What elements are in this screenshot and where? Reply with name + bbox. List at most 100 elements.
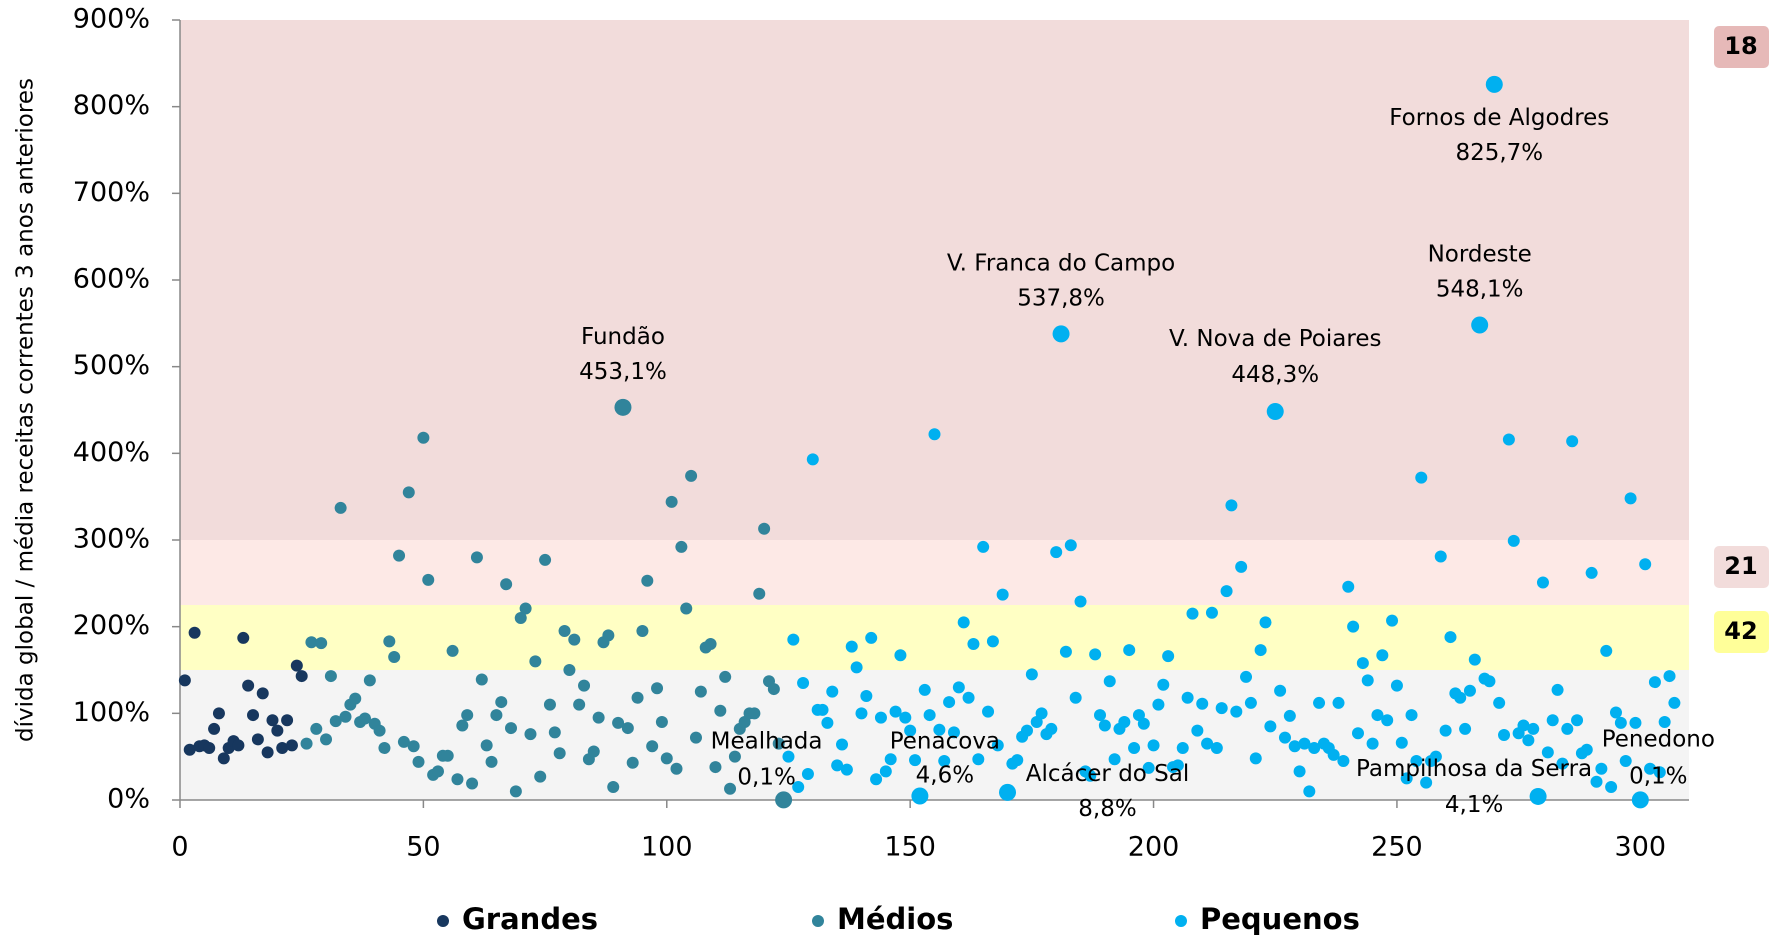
annotation-name: Penacova xyxy=(890,729,1000,755)
point xyxy=(952,681,965,694)
point xyxy=(1459,722,1472,735)
y-tick-label: 900% xyxy=(73,4,150,35)
point xyxy=(806,453,819,466)
point xyxy=(1025,668,1038,681)
point xyxy=(407,740,420,753)
point xyxy=(1668,696,1681,709)
point xyxy=(1439,724,1452,737)
point xyxy=(646,740,659,753)
point xyxy=(217,752,230,765)
point xyxy=(1347,620,1360,633)
point xyxy=(247,709,260,722)
point xyxy=(573,698,586,711)
point xyxy=(753,587,766,600)
band xyxy=(180,540,1689,605)
point xyxy=(1123,644,1136,657)
band-count-box xyxy=(1712,24,1771,70)
x-tick-label: 200 xyxy=(1128,832,1180,863)
point xyxy=(539,553,552,566)
point xyxy=(1052,325,1070,343)
point xyxy=(1020,724,1033,737)
y-tick-label: 400% xyxy=(73,437,150,468)
x-tick-label: 250 xyxy=(1371,832,1423,863)
point xyxy=(957,616,970,629)
point xyxy=(1337,755,1350,767)
point xyxy=(1580,743,1593,756)
point xyxy=(709,761,722,774)
point xyxy=(188,626,201,639)
point xyxy=(1609,706,1622,719)
point xyxy=(1196,697,1209,710)
point xyxy=(266,714,279,727)
point xyxy=(281,714,294,727)
point xyxy=(1541,746,1554,759)
point xyxy=(1463,684,1476,697)
point xyxy=(1293,765,1306,778)
y-tick-label: 500% xyxy=(73,350,150,381)
point xyxy=(378,742,391,754)
point xyxy=(1298,737,1311,750)
point xyxy=(1176,742,1189,754)
point xyxy=(470,551,483,564)
point xyxy=(1094,709,1107,722)
point xyxy=(792,781,805,793)
point xyxy=(422,573,435,586)
point xyxy=(1171,759,1184,772)
point xyxy=(889,705,902,718)
point xyxy=(1351,727,1364,740)
point xyxy=(232,739,245,752)
point xyxy=(772,737,785,750)
point xyxy=(1658,716,1671,728)
point xyxy=(242,679,255,692)
point xyxy=(388,651,401,663)
point xyxy=(203,742,216,754)
point xyxy=(651,682,664,695)
point xyxy=(1390,679,1403,692)
point xyxy=(918,683,931,696)
x-tick-label: 300 xyxy=(1615,832,1667,863)
point xyxy=(1186,607,1199,620)
y-tick-label: 600% xyxy=(73,264,150,295)
point xyxy=(1595,762,1608,775)
legend-marker xyxy=(1175,915,1187,927)
point xyxy=(334,501,347,514)
band-count-box xyxy=(1712,609,1771,655)
point xyxy=(977,540,990,553)
point xyxy=(831,759,844,772)
point xyxy=(1069,691,1082,704)
point xyxy=(1162,650,1175,663)
point xyxy=(1201,737,1214,750)
point xyxy=(938,755,951,767)
annotation-name: Fundão xyxy=(581,324,665,350)
point xyxy=(724,782,737,795)
point xyxy=(466,777,479,790)
y-tick-label: 200% xyxy=(73,610,150,641)
point xyxy=(728,750,741,763)
point xyxy=(1371,709,1384,722)
point xyxy=(1556,757,1569,770)
point xyxy=(1342,580,1355,593)
point xyxy=(578,679,591,692)
point xyxy=(1064,539,1077,552)
point xyxy=(670,762,683,775)
point xyxy=(183,743,196,756)
point xyxy=(558,625,571,637)
y-tick-label: 700% xyxy=(73,177,150,208)
annotation-value: 4,1% xyxy=(1445,792,1503,818)
point xyxy=(1254,644,1267,657)
point xyxy=(1561,722,1574,735)
point xyxy=(1410,755,1423,767)
annotation-name: V. Nova de Poiares xyxy=(1169,326,1381,352)
point xyxy=(1420,776,1433,789)
point xyxy=(719,670,732,683)
point xyxy=(1278,731,1291,744)
annotation-value: 0,1% xyxy=(1629,763,1687,789)
point xyxy=(1059,645,1072,658)
band-count: 42 xyxy=(1724,617,1757,645)
point xyxy=(251,733,264,746)
point xyxy=(1444,631,1457,644)
point xyxy=(1485,75,1503,93)
point xyxy=(860,690,873,702)
band-count: 21 xyxy=(1724,552,1757,580)
